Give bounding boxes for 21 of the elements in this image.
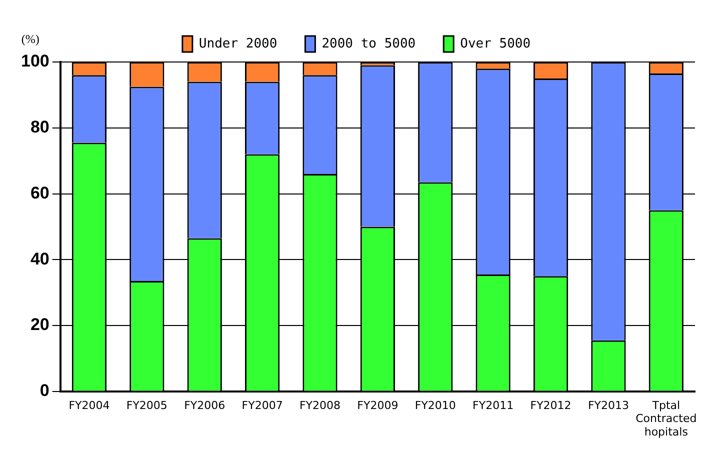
x-tick-label: FY2004 <box>68 398 110 412</box>
x-tick-label: FY2006 <box>184 398 226 412</box>
y-tick-label: 80 <box>30 118 50 137</box>
legend-label: Under 2000 <box>198 36 278 52</box>
x-tick-label: FY2009 <box>357 398 398 412</box>
x-tick-label: FY2005 <box>126 398 168 412</box>
y-tick-label: 40 <box>30 249 50 268</box>
y-tick-label: 60 <box>30 183 50 202</box>
x-tick-label: FY2011 <box>472 398 514 412</box>
x-tick-label: FY2007 <box>242 398 283 412</box>
y-axis-title: (%) <box>21 32 40 46</box>
x-tick-label: FY2013 <box>588 398 629 412</box>
x-tick-label: FY2010 <box>414 398 456 412</box>
x-tick-label: Tptal Contracted hopitals <box>636 398 697 438</box>
legend-label: Over 5000 <box>460 36 531 52</box>
legend-label: 2000 to 5000 <box>322 36 416 52</box>
x-tick-label: FY2008 <box>299 398 341 412</box>
y-tick-label: 100 <box>20 52 50 71</box>
x-tick-label: FY2012 <box>530 398 572 412</box>
y-tick-label: 0 <box>40 381 50 400</box>
y-tick-label: 20 <box>30 315 50 334</box>
